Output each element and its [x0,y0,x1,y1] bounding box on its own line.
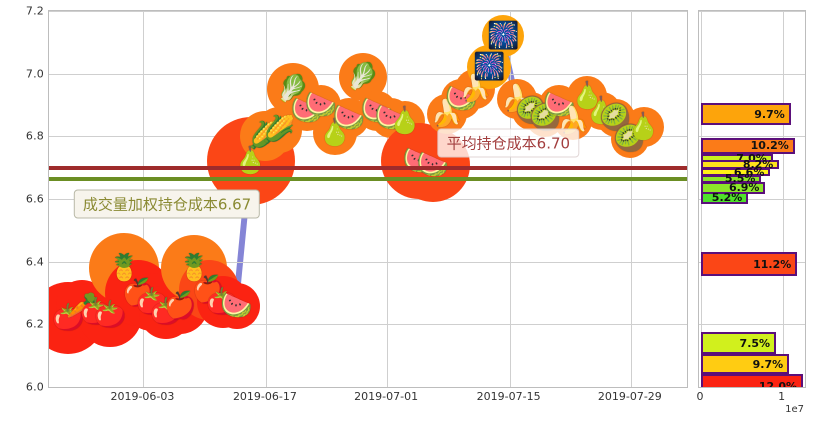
average-cost-annotation: 平均持仓成本6.70 [437,128,580,158]
price-point-marker-banana-icon: 🍌 [430,99,464,130]
price-point-marker-kiwi-icon: 🥝 [599,102,632,133]
price-point-marker-tomato-icon: 🍅 [150,296,183,327]
volume-profile-bar-label: 7.5% [739,336,771,350]
x-axis-tick-label: 2019-06-03 [110,390,175,403]
volume-profile-x-axis: 1e7 0 1 [696,390,806,420]
volume-profile-panel[interactable]: 9.7% 10.2% 7.0% 8.2% 6.6% 5.5% 6.9% 5.2% 11.2% 7.… [698,10,806,388]
volume-x-tick-label: 0 [696,390,704,403]
y-axis-tick-label: 7.2 [25,4,44,18]
x-axis-exponent-label: 1e7 [785,404,804,415]
x-axis-dates: 2019-06-03 2019-06-17 2019-07-01 2019-07-15… [48,390,688,410]
volume-profile-bar-label: 9.7% [752,357,784,371]
price-point-marker-watermelon-icon: 🍉 [360,96,394,127]
gridline-horizontal [699,136,805,138]
price-point-marker-corn-icon: 🌽 [262,115,295,146]
price-point-marker-watermelon-icon: 🍉 [332,102,366,133]
price-point-marker-apple-icon: 🍎 [122,278,155,308]
y-axis-tick-label: 7.0 [25,67,44,81]
gridline-horizontal [699,11,805,12]
gridline-vertical [387,11,389,387]
gridline-vertical [782,11,784,387]
gridline-horizontal [49,324,687,326]
volume-bubble [213,282,260,329]
gridline-horizontal [699,324,805,326]
gridline-horizontal [49,199,687,200]
volume-weighted-cost-annotation: 成交量加权持仓成本6.67 [73,189,261,219]
x-axis-tick-label: 2019-07-15 [476,390,541,403]
price-point-marker-watermelon-icon: 🍉 [290,96,323,127]
y-axis-tick-label: 6.0 [25,380,44,394]
price-point-marker-radish-icon: 🥬 [346,61,380,92]
price-point-marker-pumpkin-icon: 🎆 [473,52,506,83]
x-axis-tick-label: 2019-07-01 [354,390,419,403]
y-axis-tick-label: 6.8 [25,129,44,143]
price-chart-panel[interactable]: 🍅 🥕 🍅 🍅 🍍 🍎 🍅 🍅 🍎 🍍 🍎 🍅 🍉 🍐 🌽 🌽 🥬 🍉 🍉 🍐 🍉 🥬 🍉 🍉 🍐 🍉 🍉 🍌 🍉 🍌 🎆 🎆 🍌 🥝 🥝 🍉 🍌 🍐 🍐 🥝… [48,10,688,388]
price-point-marker-apple-icon: 🍎 [164,290,197,321]
price-point-marker-watermelon-icon: 🍉 [374,102,408,133]
price-point-marker-tomato-icon: 🍅 [206,287,239,318]
price-point-marker-pear-icon: 🍐 [585,96,618,127]
volume-bubble [623,106,664,147]
price-point-marker-apple-icon: 🍎 [192,274,225,305]
x-axis-tick-label: 2019-07-29 [597,390,662,403]
volume-profile-bar[interactable]: 12.0% [701,374,803,388]
price-point-marker-pear-icon: 🍐 [388,105,422,136]
price-point-marker-kiwi-icon: 🥝 [515,96,548,127]
price-point-marker-watermelon-slice-icon: 🍉 [220,290,253,321]
gridline-horizontal [699,199,805,200]
gridline-vertical [509,11,511,387]
price-point-marker-kiwi-icon: 🥝 [529,102,562,133]
price-point-marker-watermelon-icon: 🍉 [444,83,478,114]
price-point-marker-pear-icon: 🍐 [318,118,351,149]
volume-profile-bar-label: 12.0% [758,379,797,388]
price-point-marker-pineapple-icon: 🍍 [178,252,211,283]
y-axis-tick-label: 6.6 [25,192,44,206]
price-point-marker-pear-icon: 🍐 [627,111,660,142]
price-point-marker-corn-icon: 🌽 [248,121,281,152]
volume-x-tick-label: 1 [778,390,786,403]
price-point-marker-pumpkin-icon: 🎆 [487,21,520,52]
price-point-marker-pear-icon: 🍐 [234,146,267,177]
gridline-horizontal [49,261,687,263]
gridline-horizontal [699,73,805,75]
volume-profile-bar[interactable]: 7.5% [701,332,777,355]
gridline-vertical [630,11,632,387]
gridline-horizontal [49,11,687,12]
volume-profile-bar[interactable]: 5.2% [701,191,749,205]
volume-profile-bar[interactable]: 9.7% [701,354,790,375]
price-point-marker-tomato-icon: 🍅 [94,299,127,330]
volume-bubble [482,15,525,58]
x-axis-tick-label: 2019-06-17 [232,390,297,403]
volume-profile-bar[interactable]: 11.2% [701,252,798,276]
price-point-marker-tomato-icon: 🍅 [136,287,169,318]
price-point-marker-kiwi-icon: 🥝 [613,124,646,155]
price-point-marker-tomato-icon: 🍅 [51,303,85,334]
gridline-horizontal [49,136,687,138]
price-point-marker-watermelon-icon: 🍉 [543,90,576,120]
price-point-marker-carrot-icon: 🥕 [65,290,99,321]
volume-profile-bar-label: 10.2% [750,139,789,153]
price-point-marker-watermelon-slice-icon: 🍉 [402,146,436,177]
y-axis-tick-label: 6.2 [25,317,44,331]
gridline-horizontal [49,387,687,388]
volume-profile-bar-label: 9.7% [754,107,785,121]
volume-profile-bar[interactable]: 10.2% [701,137,795,154]
volume-profile-bar-label: 11.2% [753,257,792,271]
price-point-marker-banana-icon: 🍌 [458,74,492,105]
price-point-marker-pear-icon: 🍐 [571,80,604,111]
price-point-marker-tomato-icon: 🍅 [80,296,113,327]
gridline-horizontal [699,387,805,388]
y-axis-tick-label: 6.4 [25,255,44,269]
price-point-marker-pineapple-icon: 🍍 [108,252,141,283]
cost-reference-line [49,176,687,181]
volume-profile-bar[interactable]: 9.7% [701,103,791,126]
price-point-marker-radish-icon: 🥬 [276,74,309,105]
y-axis: 6.0 6.2 6.4 6.6 6.8 7.0 7.2 [0,5,44,394]
price-point-marker-watermelon-icon: 🍉 [304,90,337,120]
volume-profile-bar-label: 5.2% [711,191,743,205]
price-point-marker-banana-icon: 🍌 [501,83,534,114]
cost-reference-line [49,165,687,170]
